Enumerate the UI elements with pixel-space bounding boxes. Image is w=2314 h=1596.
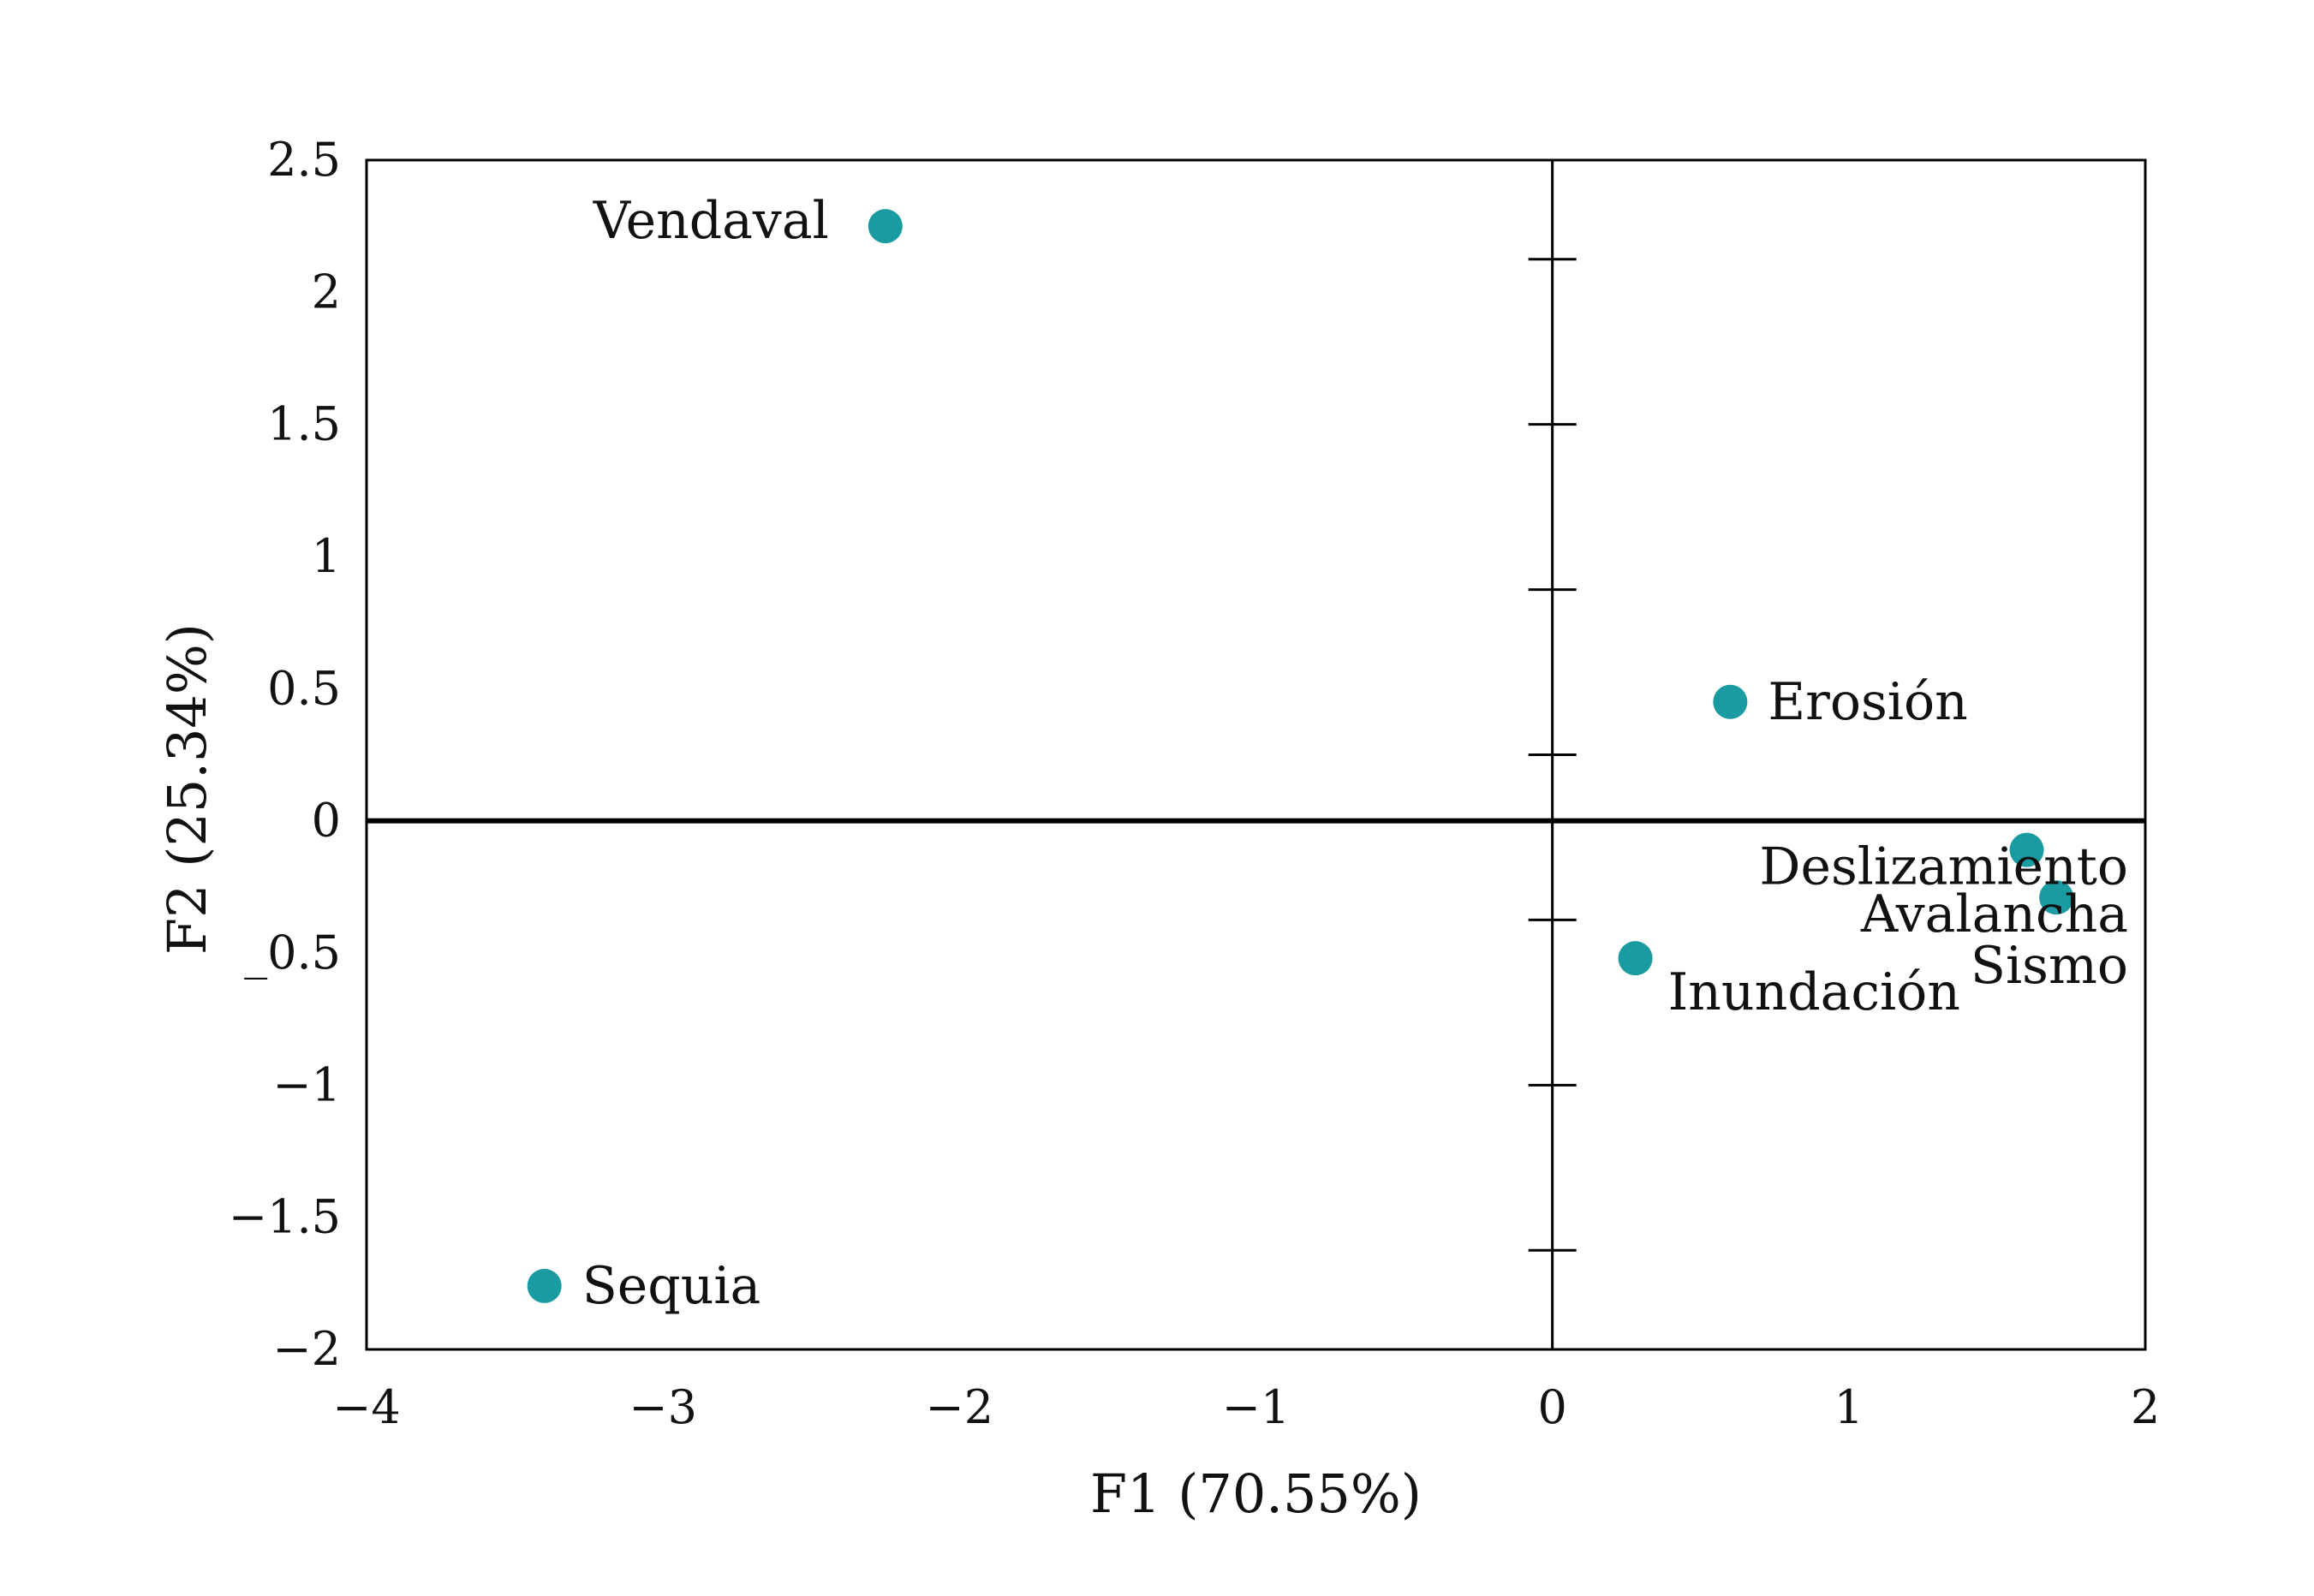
point-label: Sismo — [1971, 936, 2128, 996]
y-tick-label: −1 — [272, 1057, 341, 1111]
data-point — [2009, 832, 2044, 867]
data-point — [527, 1268, 562, 1303]
point-label: Vendaval — [593, 191, 829, 251]
point-label: Avalancha — [1860, 884, 2128, 944]
point-label: Sequia — [582, 1256, 761, 1316]
tick-layer: −4 −3 −2 −1 0 1 2 −2 −1.5 −1 _0.5 0 0.5 1 1.5 2 2.5 — [229, 133, 2160, 1434]
y-tick-label: _0.5 — [244, 926, 341, 980]
point-label: Erosión — [1768, 672, 1967, 732]
points-layer — [527, 209, 2074, 1303]
x-axis-label: F1 (70.55%) — [1090, 1462, 1422, 1525]
y-tick-label: 0.5 — [267, 661, 341, 715]
axes-layer — [365, 158, 2147, 1351]
plot-frame — [365, 158, 2147, 1351]
x-tick-label: −2 — [926, 1380, 994, 1434]
y-tick-label: 1 — [312, 529, 341, 583]
x-tick-label: 0 — [1537, 1380, 1566, 1434]
y-axis-label: F2 (25.34%) — [156, 623, 218, 955]
point-label: Inundación — [1668, 962, 1960, 1022]
y-tick-label: 1.5 — [267, 397, 341, 451]
labels-layer: Vendaval Erosión DeslizamientoAvalanchaSis… — [582, 191, 2128, 1316]
x-tick-label: 2 — [2131, 1380, 2160, 1434]
data-point — [1713, 684, 1748, 719]
y-tick-label: −1.5 — [229, 1190, 341, 1244]
x-tick-label: −4 — [332, 1380, 401, 1434]
data-point — [2039, 880, 2074, 915]
x-tick-label: −1 — [1222, 1380, 1291, 1434]
y-tick-label: 2.5 — [267, 133, 341, 187]
x-tick-label: 1 — [1834, 1380, 1864, 1434]
y-tick-label: 0 — [312, 794, 341, 848]
x-tick-label: −3 — [629, 1380, 697, 1434]
y-tick-label: 2 — [312, 265, 341, 319]
data-point — [1618, 941, 1653, 976]
data-point — [868, 209, 903, 244]
y-tick-label: −2 — [272, 1322, 341, 1376]
point-label: Deslizamiento — [1759, 837, 2128, 897]
